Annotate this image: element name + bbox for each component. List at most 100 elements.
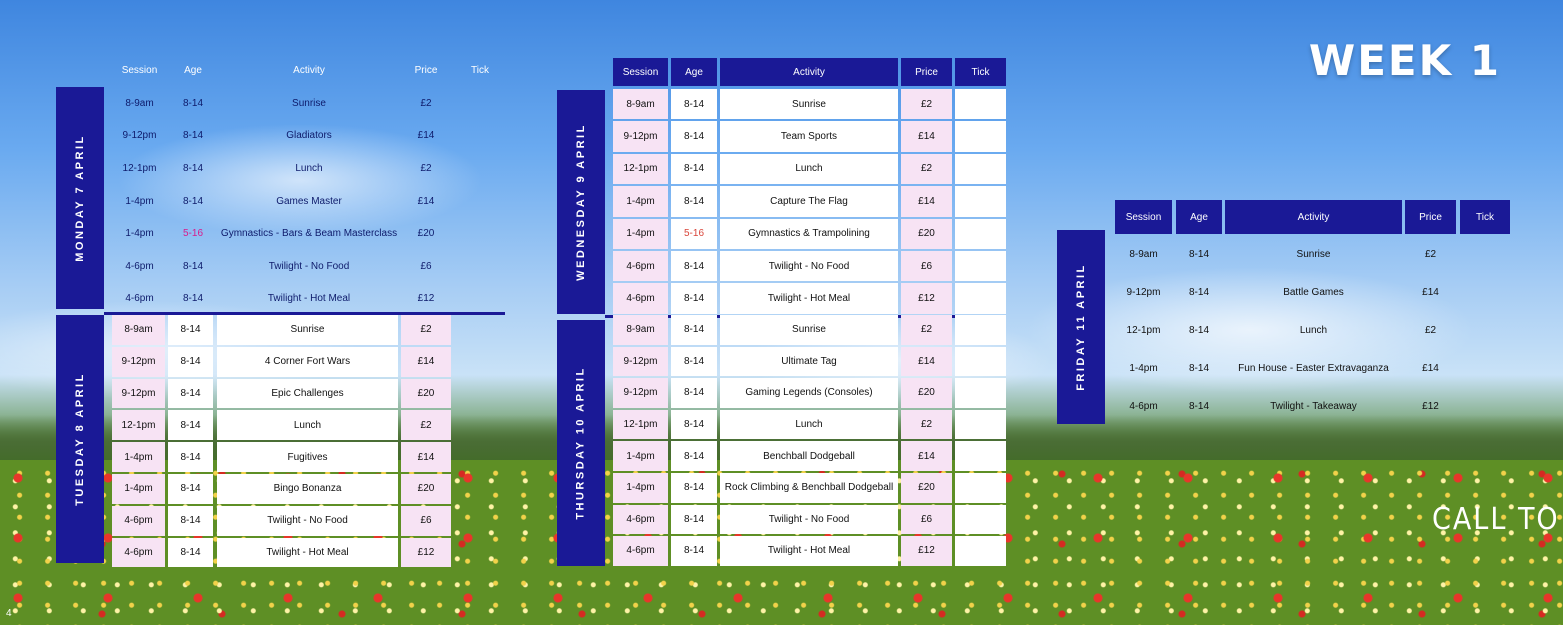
table-row: 8-9am 8-14 Sunrise £2 <box>0 88 1563 119</box>
tick-box[interactable] <box>955 251 1006 282</box>
table-row: 4-6pm 8-14 Twilight - No Food £6 <box>0 251 1563 282</box>
session-cell: 8-9am <box>1129 248 1158 260</box>
table-row: 9-12pm 8-14 Gaming Legends (Consoles) £20 <box>0 378 1563 408</box>
table-row: 8-9am 8-14 Sunrise £2 <box>0 89 1563 120</box>
price-cell: £2 <box>901 315 952 345</box>
age-cell: 8-14 <box>671 283 717 314</box>
tick-box[interactable] <box>955 89 1006 120</box>
age-cell: 8-14 <box>671 473 717 503</box>
activity-cell: Team Sports <box>720 121 898 152</box>
table-row: 4-6pm 8-14 Twilight - Hot Meal £12 <box>0 283 1563 314</box>
table-row: 1-4pm 5-16 Gymnastics - Bars & Beam Master… <box>0 218 1563 249</box>
tick-box[interactable] <box>955 536 1006 566</box>
tick-box[interactable] <box>955 346 1006 377</box>
table-row: 9-12pm 8-14 Battle Games £14 <box>0 274 1563 310</box>
day-label-thursday: THURSDAY 10 APRIL <box>557 320 605 566</box>
activity-cell: Fun House - Easter Extravaganza <box>1238 362 1389 374</box>
price-cell: £14 <box>417 130 435 142</box>
tick-box[interactable] <box>955 441 1006 471</box>
age-cell: 8-14 <box>671 409 717 440</box>
price-cell: £20 <box>901 473 952 503</box>
session-cell: 12-1pm <box>1126 324 1161 336</box>
table-row: 4-6pm 8-14 Twilight - No Food £6 <box>0 504 1563 535</box>
tick-box[interactable] <box>955 283 1006 314</box>
header-activity: Activity <box>720 58 898 86</box>
table-row: 12-1pm 8-14 Lunch £2 <box>0 312 1563 348</box>
price-cell: £2 <box>420 97 432 109</box>
tick-box[interactable] <box>955 121 1006 152</box>
price-cell: £20 <box>901 378 952 408</box>
tick-box[interactable] <box>1460 236 1510 272</box>
activity-cell: Fugitives <box>217 442 398 472</box>
session-cell: 9-12pm <box>122 130 157 142</box>
activity-cell: Twilight - Hot Meal <box>720 536 898 566</box>
tick-box[interactable] <box>1460 388 1510 424</box>
age-cell: 8-14 <box>1188 286 1209 298</box>
day-label-tuesday: TUESDAY 8 APRIL <box>56 315 104 563</box>
price-cell: £14 <box>417 195 435 207</box>
activity-cell: Battle Games <box>1283 286 1344 298</box>
header-tick: Tick <box>955 58 1006 86</box>
tick-box[interactable] <box>955 504 1006 535</box>
age-cell: 5-16 <box>182 228 203 240</box>
tick-box[interactable] <box>955 315 1006 345</box>
session-cell: 9-12pm <box>613 346 668 377</box>
tick-box[interactable] <box>955 186 1006 217</box>
activity-cell: Twilight - No Food <box>720 251 898 282</box>
activity-cell: Lunch <box>217 410 398 441</box>
age-cell: 8-14 <box>1188 362 1209 374</box>
table-row: 4-6pm 8-14 Twilight - No Food £6 <box>0 251 1563 282</box>
table-row: 8-9am 8-14 Sunrise £2 <box>0 315 1563 345</box>
table-row: 8-9am 8-14 Sunrise £2 <box>0 315 1563 345</box>
age-cell: 8-14 <box>182 162 203 174</box>
price-cell: £2 <box>420 162 432 174</box>
table-row: 4-6pm 8-14 Twilight - Hot Meal £12 <box>0 537 1563 568</box>
activity-cell: Twilight - No Food <box>720 504 898 535</box>
age-cell: 8-14 <box>671 89 717 120</box>
tick-box[interactable] <box>1460 350 1510 386</box>
session-cell: 8-9am <box>613 315 668 345</box>
table-row: 1-4pm 8-14 Rock Climbing & Benchball Dodge… <box>0 473 1563 503</box>
activity-cell: Sunrise <box>720 315 898 345</box>
tick-box[interactable] <box>955 409 1006 440</box>
tick-box[interactable] <box>1460 312 1510 348</box>
session-cell: 4-6pm <box>112 537 165 568</box>
table-row: 9-12pm 8-14 4 Corner Fort Wars £14 <box>0 346 1563 377</box>
activity-cell: Twilight - Hot Meal <box>267 293 351 305</box>
session-cell: 9-12pm <box>613 121 668 152</box>
activity-cell: Twilight - No Food <box>217 505 398 536</box>
tick-box[interactable] <box>955 218 1006 249</box>
week-title: WEEK 1 <box>1308 36 1501 85</box>
price-cell: £14 <box>901 346 952 377</box>
tick-box[interactable] <box>955 153 1006 185</box>
price-cell: £14 <box>901 186 952 217</box>
session-cell: 1-4pm <box>613 218 668 249</box>
session-cell: 12-1pm <box>122 162 157 174</box>
table-row: 1-4pm 8-14 Bingo Bonanza £20 <box>0 474 1563 504</box>
age-cell: 8-14 <box>182 195 203 207</box>
age-cell: 8-14 <box>671 186 717 217</box>
header-age: Age <box>184 64 202 76</box>
tick-box[interactable] <box>955 378 1006 408</box>
page-number: 4 <box>6 608 12 619</box>
tick-box[interactable] <box>1460 274 1510 310</box>
table-row: 1-4pm 8-14 Games Master £14 <box>0 186 1563 217</box>
price-cell: £2 <box>401 315 451 345</box>
age-cell: 8-14 <box>1188 400 1209 412</box>
price-cell: £14 <box>1422 362 1439 374</box>
activity-cell: Lunch <box>720 409 898 440</box>
table-row: 9-12pm 8-14 Ultimate Tag £14 <box>0 346 1563 377</box>
activity-cell: Epic Challenges <box>217 378 398 409</box>
table-row: 4-6pm 8-14 Twilight - No Food £6 <box>0 505 1563 536</box>
age-cell: 8-14 <box>671 121 717 152</box>
age-cell: 8-14 <box>671 378 717 408</box>
session-cell: 4-6pm <box>1129 400 1158 412</box>
activity-cell: Sunrise <box>217 315 398 345</box>
day-label-monday: MONDAY 7 APRIL <box>56 87 104 309</box>
age-cell: 8-14 <box>671 251 717 282</box>
price-cell: £6 <box>901 251 952 282</box>
table-row: 1-4pm 8-14 Benchball Dodgeball £14 <box>0 441 1563 471</box>
tick-box[interactable] <box>955 473 1006 503</box>
session-cell: 4-6pm <box>613 251 668 282</box>
header-session: Session <box>121 64 158 76</box>
